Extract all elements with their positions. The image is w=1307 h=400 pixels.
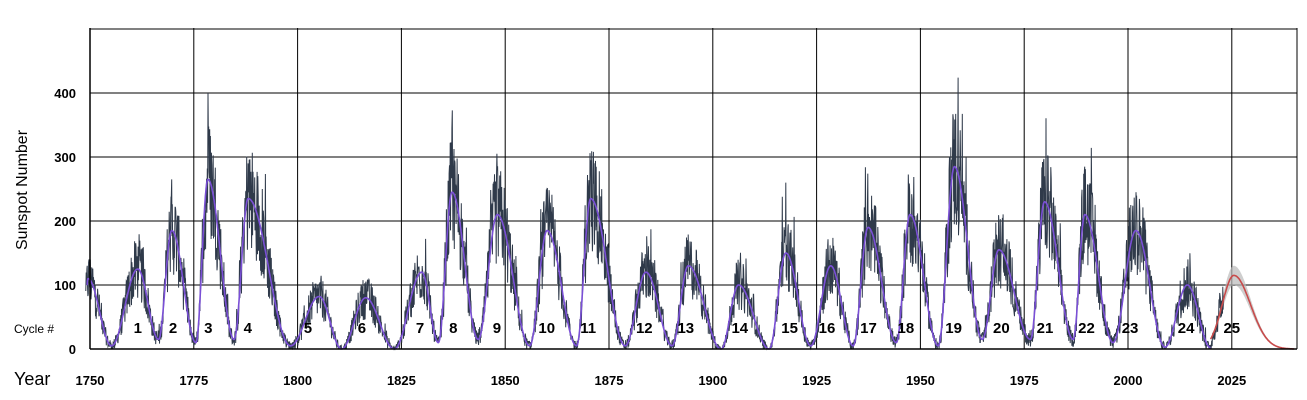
cycle-label: 1: [134, 320, 142, 337]
cycle-label: 25: [1223, 320, 1240, 337]
cycle-label: 20: [993, 320, 1010, 337]
cycle-label: 9: [493, 320, 501, 337]
y-tick-labels: 0 100 200 300 400: [54, 86, 76, 357]
cycle-label: 4: [244, 320, 253, 337]
x-tick-label: 2025: [1217, 373, 1246, 388]
x-tick-label: 1750: [76, 373, 105, 388]
x-tick-label: 1975: [1010, 373, 1039, 388]
cycle-label: 12: [636, 320, 653, 337]
x-tick-label: 1900: [698, 373, 727, 388]
cycle-label: 22: [1078, 320, 1095, 337]
smoothed-sunspot-line: [86, 165, 1211, 350]
x-tick-label: 1850: [491, 373, 520, 388]
smoothed-series: [86, 165, 1211, 350]
cycle-label: 6: [358, 320, 366, 337]
x-tick-label: 1875: [595, 373, 624, 388]
cycle-label: 16: [819, 320, 836, 337]
x-axis-title: Year: [14, 369, 50, 389]
cycle-label: 10: [538, 320, 555, 337]
cycle-label: 11: [580, 320, 596, 337]
y-tick-label: 100: [54, 278, 76, 293]
x-tick-label: 1825: [387, 373, 416, 388]
cycle-label: 5: [304, 320, 312, 337]
cycle-label: 24: [1178, 320, 1195, 337]
cycle-label: 8: [449, 320, 457, 337]
y-axis-title: Sunspot Number: [14, 129, 31, 250]
y-tick-label: 0: [69, 342, 76, 357]
x-tick-label: 1950: [906, 373, 935, 388]
x-tick-labels: 1750 1775 1800 1825 1850 1875 1900 1925 1950 1975…: [76, 373, 1247, 388]
x-tick-label: 1925: [802, 373, 831, 388]
monthly-sunspot-line: [85, 77, 1224, 351]
x-tick-label: 1775: [179, 373, 208, 388]
cycle-label: 7: [416, 320, 424, 337]
cycle-label: 3: [204, 320, 212, 337]
cycle-label: 14: [731, 320, 748, 337]
x-tick-label: 1800: [283, 373, 312, 388]
cycle-label: 15: [781, 320, 798, 337]
gridlines: [89, 28, 1297, 349]
cycle-label: 2: [169, 320, 177, 337]
cycle-label: 13: [677, 320, 694, 337]
cycle-label: 23: [1122, 320, 1139, 337]
monthly-series: [85, 77, 1224, 351]
prediction-series: [1209, 274, 1295, 350]
cycle-label: 19: [945, 320, 962, 337]
cycle-label: 21: [1037, 320, 1054, 337]
cycle-labels: 1 2 3 4 5 6 7 8 9 10 11 12 13 14 15 16 17 18 19 20 21 22 23 24 2…: [134, 320, 1241, 337]
prediction-line: [1209, 274, 1295, 350]
cycle-label: 18: [898, 320, 915, 337]
plot-frame: [89, 28, 1298, 350]
cycle-row-title: Cycle #: [14, 322, 54, 336]
y-tick-label: 200: [54, 214, 76, 229]
y-tick-label: 400: [54, 86, 76, 101]
y-tick-label: 300: [54, 150, 76, 165]
x-tick-label: 2000: [1114, 373, 1143, 388]
cycle-label: 17: [860, 320, 877, 337]
